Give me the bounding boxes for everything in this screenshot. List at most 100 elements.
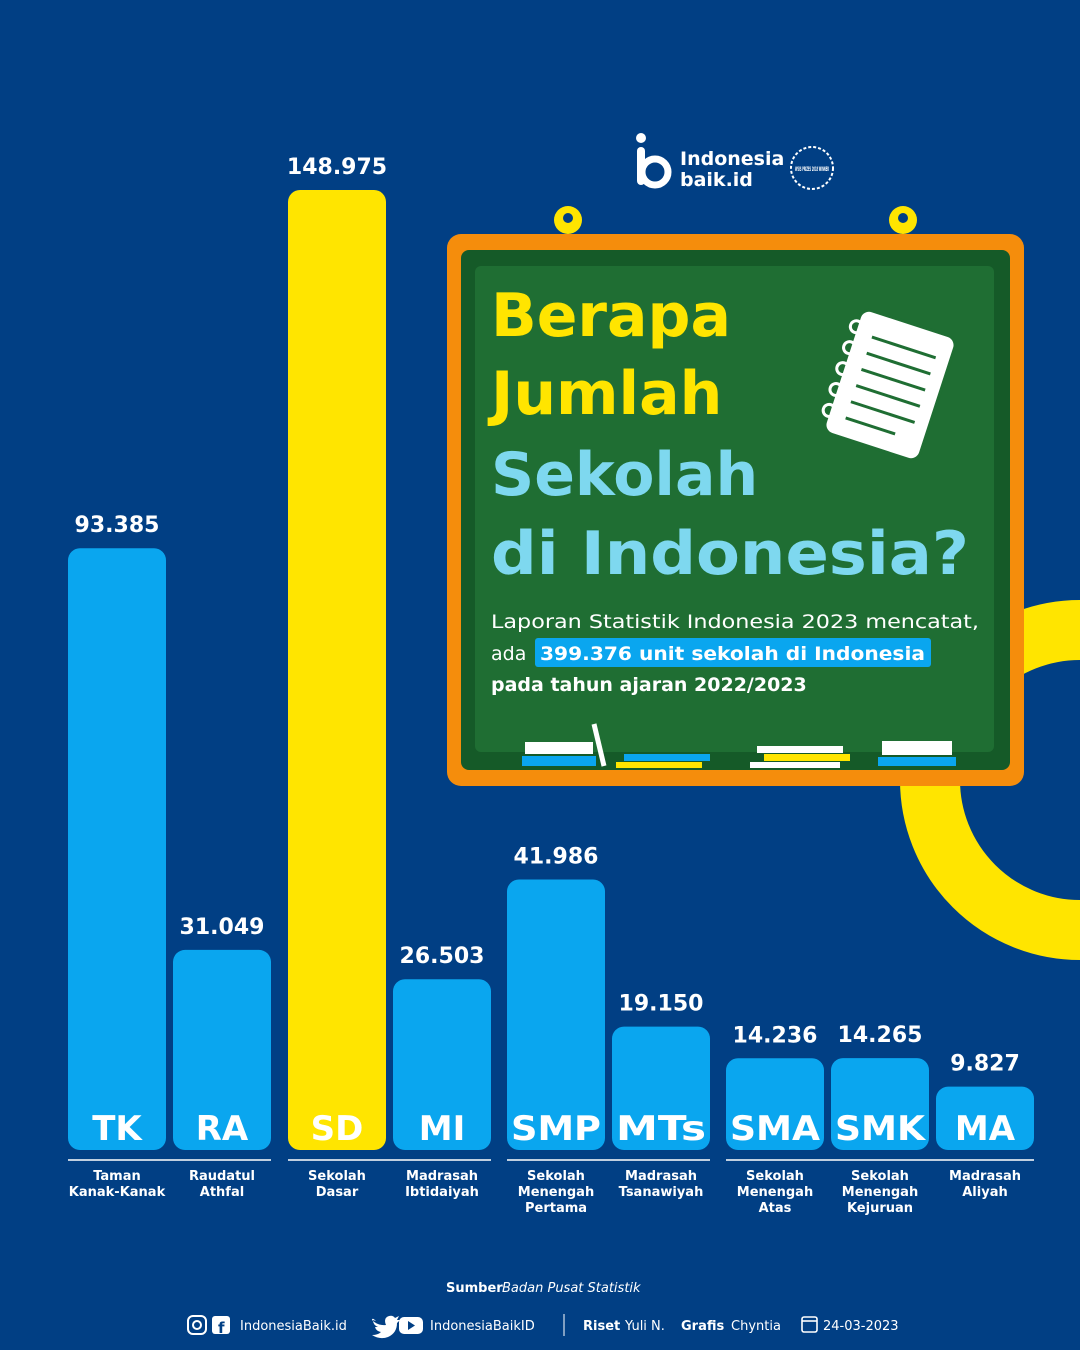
chalk-eraser-base [878,757,956,766]
bar-full-name: Tsanawiyah [619,1185,704,1200]
chalk-piece [764,754,850,761]
board-body-line-2-prefix: ada [491,643,526,665]
board-title-line-3: Sekolah [491,440,758,510]
bar-category-label: SMA [730,1109,821,1149]
award-wreath [790,146,834,190]
bar-full-name: Sekolah [851,1169,909,1184]
notebook-line [866,351,931,376]
bar-full-name: Athfal [200,1185,244,1200]
chalkboard: Berapa Jumlah Sekolah di Indonesia? Lapo… [447,206,1024,786]
award-text: WSIS PRIZES 2018 WINNER [795,166,829,173]
bar-sd [288,190,386,1150]
board-title-line-2: Jumlah [487,359,722,429]
source-value: Badan Pusat Statistik [502,1281,641,1296]
bar-full-name: Madrasah [949,1169,1021,1184]
social-handle-1: IndonesiaBaik.id [240,1319,347,1334]
bar-full-name: Kejuruan [847,1201,913,1216]
bar-value-label: 93.385 [75,513,160,538]
bar-category-label: TK [92,1109,143,1149]
social-handle-2: IndonesiaBaikID [430,1319,535,1334]
chalk-stick [591,723,607,767]
bar-category-label: SMK [835,1109,927,1149]
youtube-icon-play [408,1321,415,1330]
instagram-icon [187,1315,207,1335]
notebook-ring [842,340,858,356]
board-body-line-3: pada tahun ajaran 2022/2023 [491,674,807,696]
bar-category-label: RA [196,1109,249,1149]
calendar-icon [801,1316,818,1333]
bar-full-name: Menengah [518,1185,594,1200]
chalk-tray [522,723,956,768]
chalk-piece [624,754,710,761]
twitter-icon [372,1315,400,1339]
bar-mts [612,1026,710,1150]
chalk-eraser [525,742,593,754]
logo-text-2: baik.id [680,169,753,191]
bar-full-name: Sekolah [527,1169,585,1184]
notebook-line [850,400,916,424]
bar-full-name: Menengah [737,1185,813,1200]
facebook-icon-glyph: f [218,1319,225,1337]
bar-value-label: 19.150 [619,992,704,1017]
bar-tk [68,548,166,1150]
logo-b-bowl [638,155,672,189]
bar-value-label: 31.049 [180,915,265,940]
grafis-value: Chyntia [731,1319,781,1334]
bar-full-name: Pertama [525,1201,587,1216]
riset-label: Riset [583,1319,620,1334]
bar-full-name: Raudatul [189,1169,255,1184]
bar-full-name: Ibtidaiyah [405,1185,479,1200]
bar-full-name: Aliyah [962,1185,1007,1200]
source-label: Sumber [446,1281,503,1296]
bar-value-label: 14.265 [838,1023,923,1048]
bar-value-label: 14.236 [733,1023,818,1048]
bar-full-name: Atas [759,1201,792,1216]
bar-smk [831,1058,929,1150]
bar-full-name: Taman [93,1169,141,1184]
logo-i-dot [636,133,646,143]
bar-category-label: MI [419,1109,465,1149]
bar-full-name: Menengah [842,1185,918,1200]
chalk-piece [757,746,843,753]
award-badge: WSIS PRIZES 2018 WINNER [790,146,834,190]
bar-full-name: Sekolah [308,1169,366,1184]
instagram-icon-lens [192,1320,202,1330]
board-highlight: 399.376 unit sekolah di Indonesia [540,643,925,665]
publish-date: 24-03-2023 [823,1319,899,1334]
bar-value-label: 9.827 [950,1052,1020,1077]
notebook-ring [828,382,844,398]
bar-mi [393,979,491,1150]
logo-text-1: Indonesia [680,148,784,170]
riset-value: Yuli N. [624,1319,665,1334]
footer: Sumber Badan Pusat Statistik f Indonesia… [187,1281,899,1339]
highlight-box [535,638,931,667]
bar-full-name: Madrasah [625,1169,697,1184]
notebook-ring [821,402,837,418]
brand-logo: Indonesia baik.id [636,133,784,191]
notebook-ring [835,361,851,377]
bar-ra [173,949,271,1150]
chalk-piece [616,762,702,768]
bar-smp [507,879,605,1150]
bar-category-label: SD [311,1109,364,1149]
facebook-icon [212,1316,230,1334]
notebook-line [845,416,896,436]
notebook-line [855,384,921,408]
bar-full-name: Sekolah [746,1169,804,1184]
board-hook-right-hole [898,213,908,223]
bar-value-label: 26.503 [400,944,485,969]
notebook-ring [848,319,864,335]
bar-ma [936,1086,1034,1150]
board-hook-left-hole [563,213,573,223]
grafis-label: Grafis [681,1319,724,1334]
bar-full-name: Madrasah [406,1169,478,1184]
bar-category-label: SMP [511,1109,601,1149]
chalk-eraser-base [522,756,596,766]
notebook-icon [821,308,957,462]
bar-category-label: MTs [616,1109,706,1149]
notebook-line [860,367,926,392]
board-title-line-4: di Indonesia? [491,519,969,589]
bar-value-label: 41.986 [514,844,599,869]
